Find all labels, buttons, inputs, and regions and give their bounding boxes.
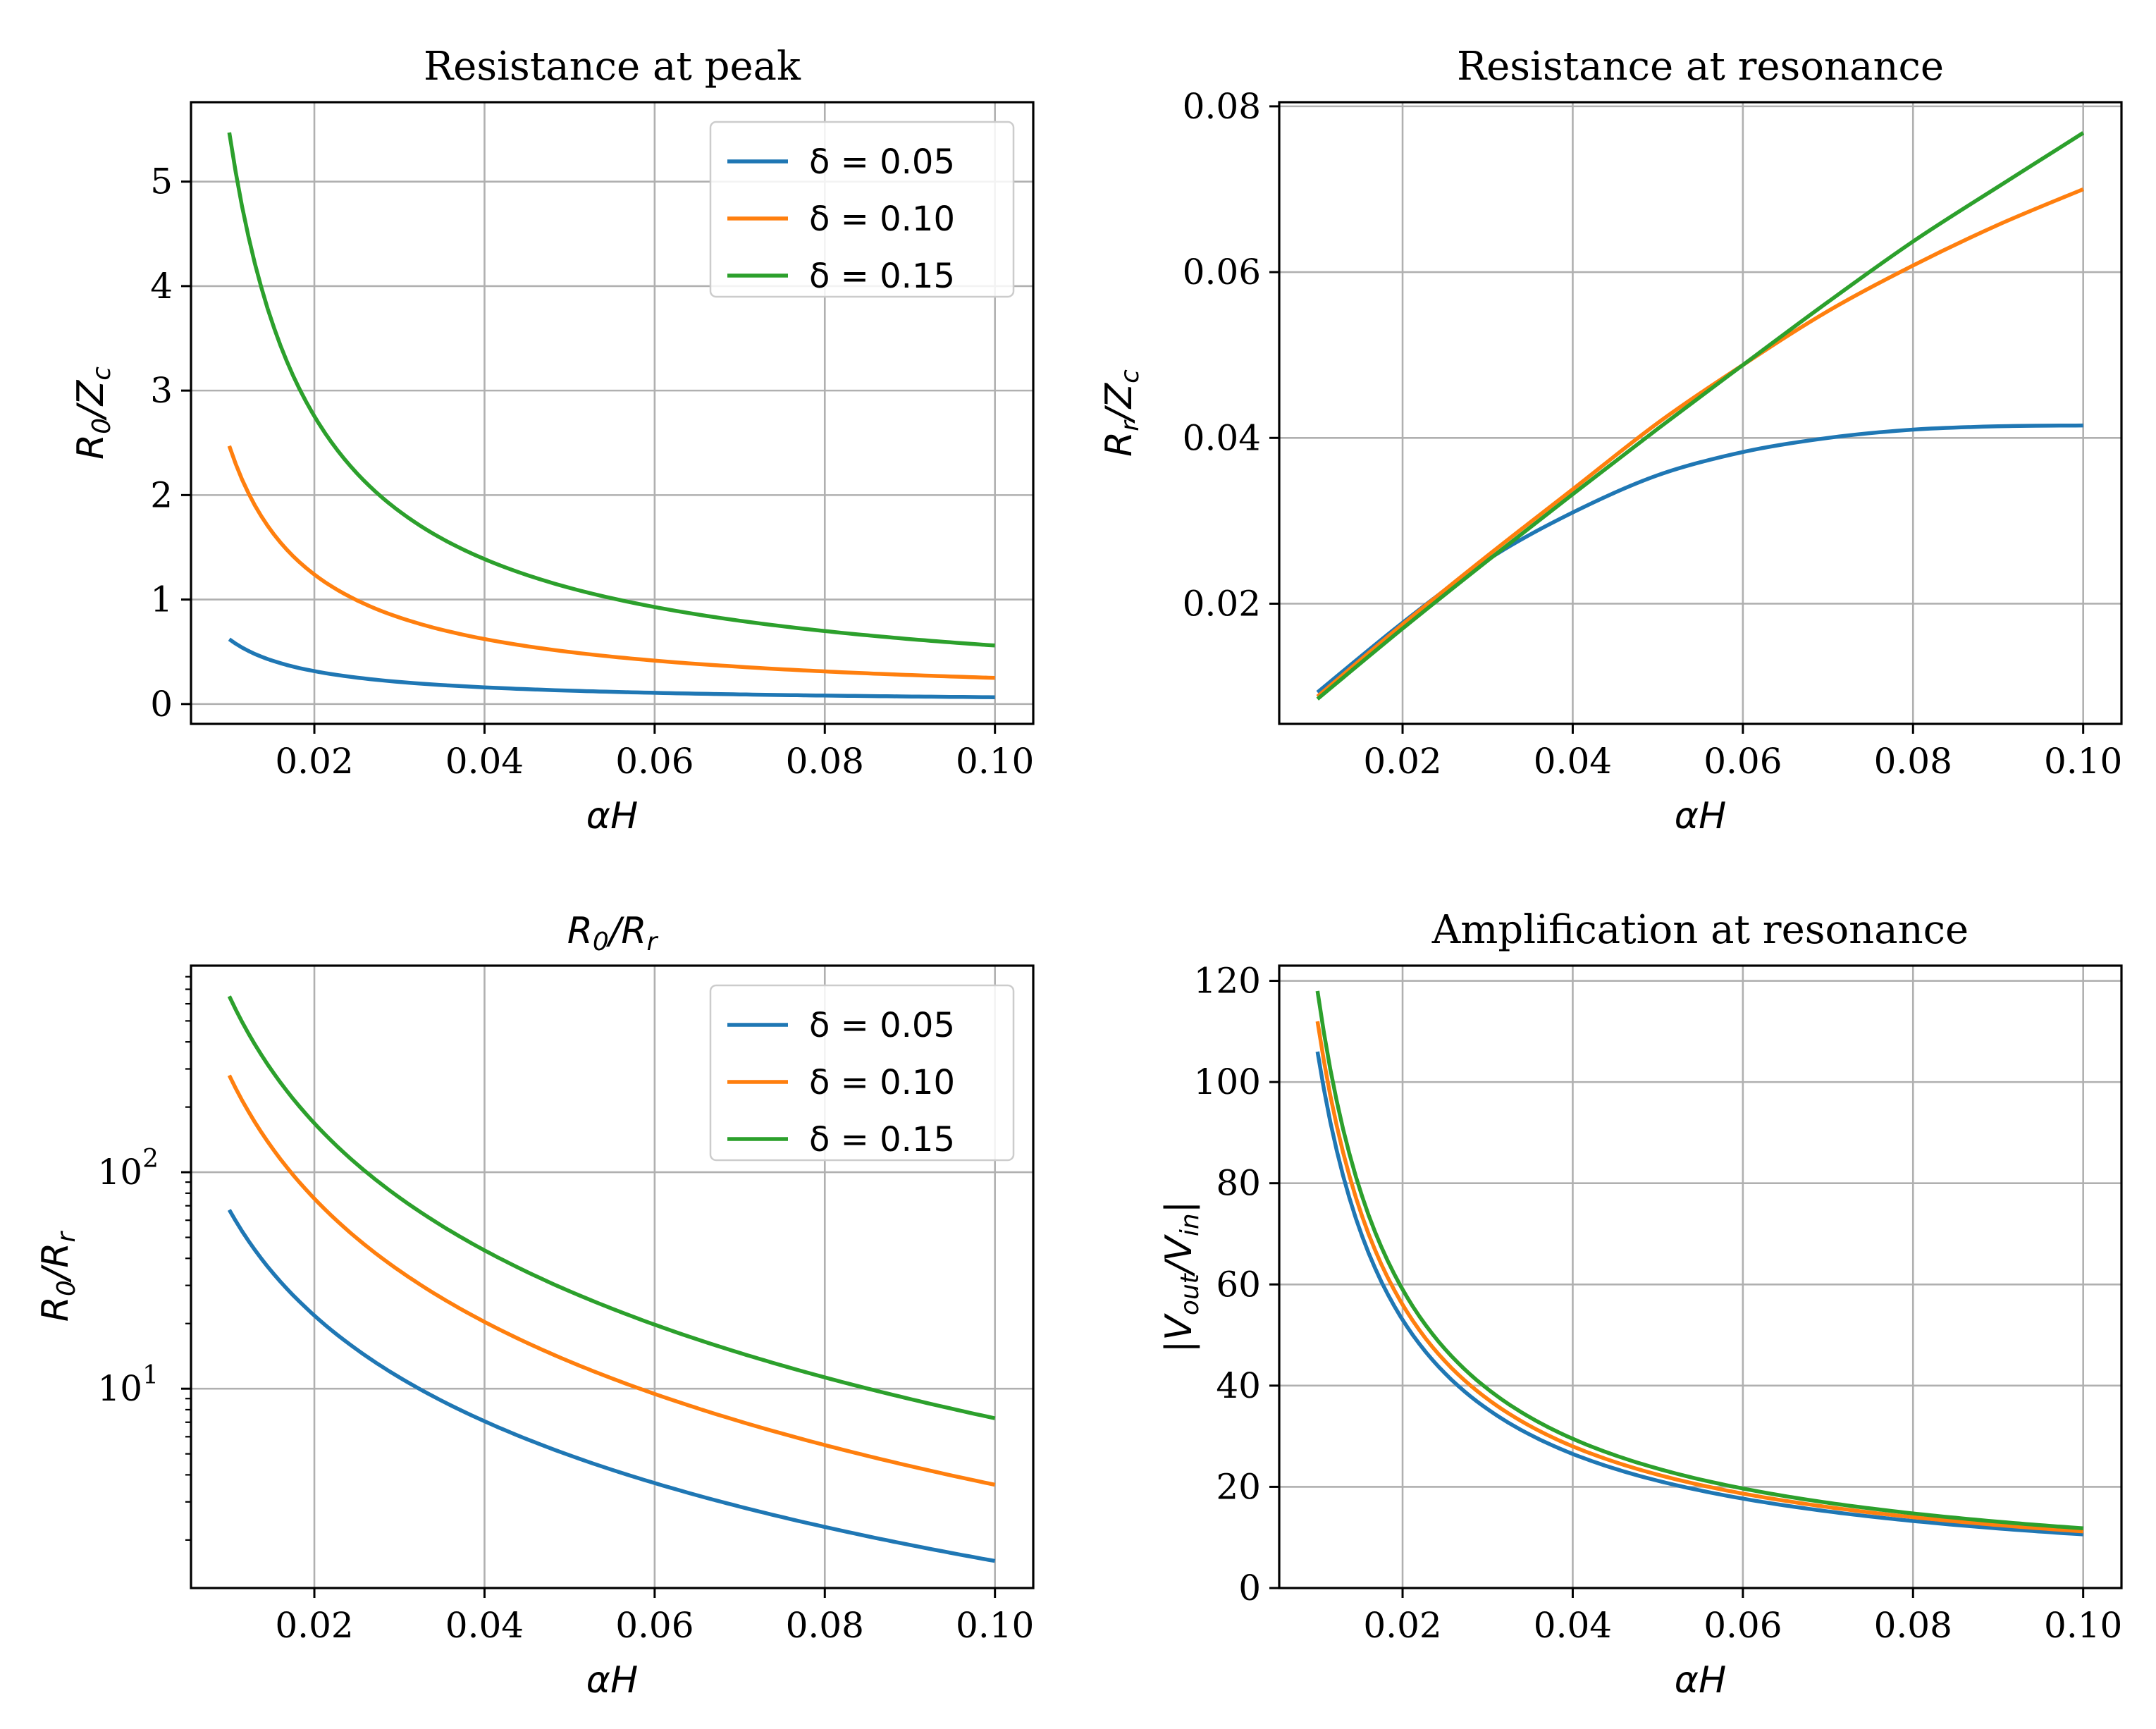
x-axis-label-text: αH: [1675, 795, 1726, 837]
x-axis-label: αH: [1675, 1659, 1726, 1702]
y-tick-label: 2: [150, 474, 173, 515]
x-axis-label-text: αH: [1675, 1659, 1726, 1702]
chart-title: Amplification at resonance: [1431, 907, 1969, 953]
x-tick-label: 0.10: [956, 1605, 1034, 1646]
x-tick-label: 0.02: [1363, 741, 1441, 782]
x-axis-label: αH: [586, 1659, 638, 1702]
chart-title: Resistance at resonance: [1457, 44, 1944, 90]
x-axis-label: αH: [586, 795, 638, 837]
y-tick-label: 60: [1216, 1264, 1261, 1305]
y-tick-label: 40: [1216, 1365, 1261, 1406]
panel-amplification-at-resonance: 0.02 0.04 0.06 0.08 0.10 0 20 40 60 80 100 120 Ampl…: [1158, 907, 2123, 1702]
series-line: [227, 995, 996, 1420]
y-axis-label: R0/Zc: [70, 367, 116, 460]
series-line: [1315, 1021, 2083, 1534]
series-line: [1316, 187, 2084, 699]
x-tick-label: 0.04: [1534, 1605, 1612, 1646]
x-tick-label: 0.10: [2044, 1605, 2122, 1646]
chart-title: R0/Rr: [567, 910, 659, 956]
y-tick-label: 0.08: [1183, 86, 1261, 127]
y-tick-label: 0: [1238, 1568, 1261, 1608]
x-tick-label: 0.08: [1874, 1605, 1952, 1646]
panel-resistance-at-resonance: 0.02 0.04 0.06 0.08 0.10 0.02 0.04 0.06 0.08 Res…: [1098, 44, 2123, 837]
chart-title: Resistance at peak: [424, 44, 801, 90]
y-axis-label: |Vout/Vin|: [1158, 1201, 1205, 1353]
plot-frame: [190, 101, 1035, 725]
x-axis-label: αH: [1675, 795, 1726, 837]
y-tick-label: 4: [150, 266, 173, 307]
x-tick-label: 0.08: [786, 1605, 864, 1646]
panel-resistance-at-peak: 0.02 0.04 0.06 0.08 0.10 0 1 2 3 4 5 Resistance at…: [70, 44, 1035, 837]
x-tick-label: 0.02: [1363, 1605, 1441, 1646]
series-line: [227, 445, 995, 680]
x-tick-label: 0.08: [786, 741, 864, 782]
x-tick-label: 0.10: [2044, 741, 2122, 782]
legend-label: δ = 0.10: [809, 199, 955, 239]
series-line: [227, 1074, 996, 1487]
legend-box: [709, 121, 1015, 298]
series-line: [1315, 1051, 2083, 1537]
x-tick-label: 0.04: [1534, 741, 1612, 782]
y-tick-label: 3: [150, 370, 173, 411]
y-tick-label: 5: [150, 161, 173, 202]
y-tick-label: 0.02: [1183, 583, 1261, 624]
y-axis-label: R0/Rr: [35, 1231, 81, 1322]
series-line: [1316, 131, 2085, 701]
legend-label: δ = 0.15: [809, 1120, 955, 1159]
x-tick-label: 0.06: [1704, 741, 1782, 782]
y-tick-label: 120: [1194, 961, 1261, 1002]
x-tick-label: 0.06: [615, 1605, 694, 1646]
y-tick-label: 80: [1216, 1163, 1261, 1204]
series-line: [227, 132, 995, 648]
y-tick-label: 20: [1216, 1466, 1261, 1507]
x-tick-label: 0.06: [615, 741, 694, 782]
series-line: [228, 637, 995, 699]
legend-box: [709, 984, 1015, 1162]
series-line: [227, 1209, 996, 1563]
x-tick-label: 0.04: [445, 741, 524, 782]
x-tick-label: 0.06: [1704, 1605, 1782, 1646]
y-tick-label: 1: [150, 579, 173, 620]
y-tick-label: 100: [1194, 1062, 1261, 1102]
legend-label: δ = 0.10: [809, 1063, 955, 1102]
y-axis-label: Rr/Zc: [1098, 369, 1145, 457]
y-tick-label: 0.04: [1183, 417, 1261, 458]
legend-label: δ = 0.05: [809, 1006, 955, 1045]
x-tick-label: 0.02: [275, 741, 353, 782]
x-axis-label-text: αH: [586, 1659, 638, 1702]
x-axis-label-text: αH: [586, 795, 638, 837]
y-tick-label: 0.06: [1183, 252, 1261, 293]
x-tick-label: 0.02: [275, 1605, 353, 1646]
legend-label: δ = 0.05: [809, 142, 955, 182]
y-tick-label: 0: [150, 684, 173, 725]
x-tick-label: 0.08: [1874, 741, 1952, 782]
plot-frame: [1278, 101, 2123, 725]
x-tick-label: 0.04: [445, 1605, 524, 1646]
plot-frame: [190, 964, 1035, 1589]
legend-label: δ = 0.15: [809, 257, 955, 296]
series-line: [1315, 990, 2083, 1531]
plot-frame: [1278, 964, 2123, 1589]
x-tick-label: 0.10: [956, 741, 1034, 782]
